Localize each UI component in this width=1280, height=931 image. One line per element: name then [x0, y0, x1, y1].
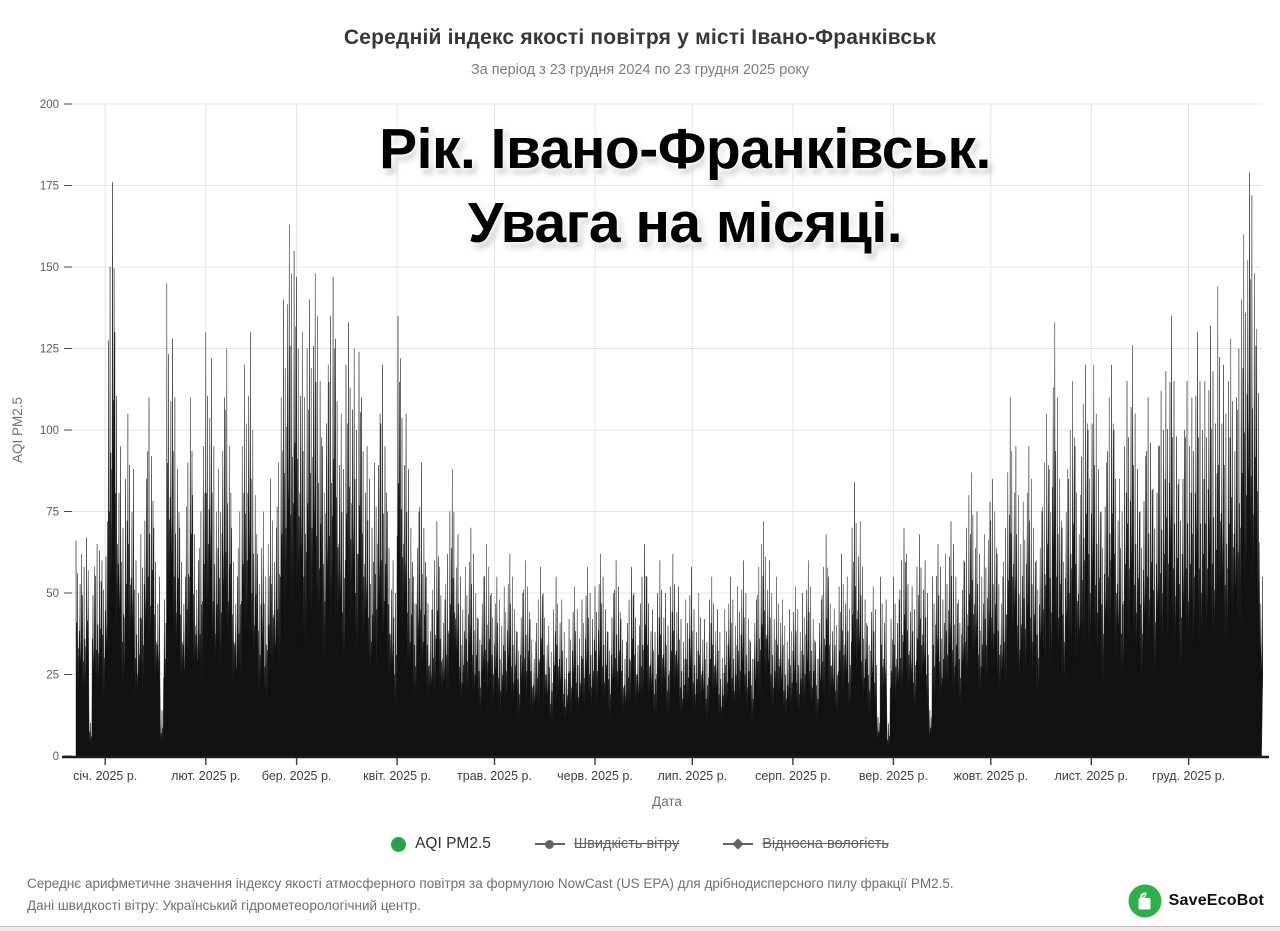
annotation-overlay: Рік. Івано-Франківськ. Увага на місяці.	[95, 112, 1275, 260]
legend-label-wind: Швидкість вітру	[573, 836, 680, 852]
legend-label-humidity: Відносна вологість	[762, 836, 889, 852]
chart-legend: AQI PM2.5 Швидкість вітру Відносна волог…	[0, 831, 1280, 857]
x-axis-title: Дата	[652, 794, 682, 809]
x-tick-label: серп. 2025 р.	[755, 769, 831, 783]
legend-label-aqi: AQI PM2.5	[415, 835, 491, 852]
y-tick-label: 125	[40, 344, 59, 356]
x-tick-label: трав. 2025 р.	[457, 769, 532, 783]
y-tick-label: 25	[46, 670, 59, 682]
chart-subtitle: За період з 23 грудня 2024 по 23 грудня …	[470, 62, 810, 78]
footer-note-wind-source: Дані швидкості вітру: Український гідром…	[27, 898, 421, 913]
bottom-divider	[0, 926, 1280, 931]
x-tick-label: груд. 2025 р.	[1152, 769, 1225, 783]
chart-title: Середній індекс якості повітря у місті І…	[343, 26, 937, 49]
x-tick-label: вер. 2025 р.	[859, 769, 928, 783]
y-tick-label: 50	[46, 588, 59, 600]
y-tick-label: 0	[53, 751, 59, 763]
x-tick-label: лип. 2025 р.	[657, 769, 727, 783]
legend-item-aqi[interactable]: AQI PM2.5	[391, 835, 491, 853]
footer-note-methodology: Середнє арифметичне значення індексу яко…	[27, 876, 954, 891]
y-tick-label: 175	[40, 181, 59, 193]
y-tick-label: 200	[40, 99, 59, 111]
x-tick-label: черв. 2025 р.	[557, 769, 633, 783]
x-tick-label: січ. 2025 р.	[73, 769, 137, 783]
aqi-area-chart: 0 25 50 75 100 125 150 175 200 січ. 2025 р. лют. 2…	[10, 99, 1269, 809]
saveecobot-brand: SaveEcoBot	[1128, 884, 1264, 918]
x-tick-label: квіт. 2025 р.	[363, 769, 431, 783]
aqi-series-area	[75, 172, 1264, 758]
aqi-series-marker-icon	[391, 836, 407, 852]
y-tick-label: 150	[40, 262, 59, 274]
y-axis-title: AQI PM2.5	[10, 397, 25, 463]
saveecobot-brand-name: SaveEcoBot	[1168, 892, 1264, 909]
x-tick-label: лист. 2025 р.	[1055, 769, 1129, 783]
legend-item-wind[interactable]: Швидкість вітру	[534, 836, 680, 852]
humidity-series-marker-icon	[723, 838, 754, 850]
y-tick-label: 100	[40, 425, 59, 437]
saveecobot-logo-icon	[1128, 884, 1162, 918]
annotation-line-1: Рік. Івано-Франківськ.	[379, 117, 991, 181]
wind-series-marker-icon	[534, 839, 565, 849]
annotation-line-2: Увага на місяці.	[467, 191, 903, 255]
x-tick-label: бер. 2025 р.	[262, 769, 332, 783]
x-tick-label: лют. 2025 р.	[171, 769, 240, 783]
legend-item-humidity[interactable]: Відносна вологість	[723, 836, 889, 852]
y-tick-label: 75	[46, 507, 59, 519]
x-tick-label: жовт. 2025 р.	[953, 769, 1028, 783]
